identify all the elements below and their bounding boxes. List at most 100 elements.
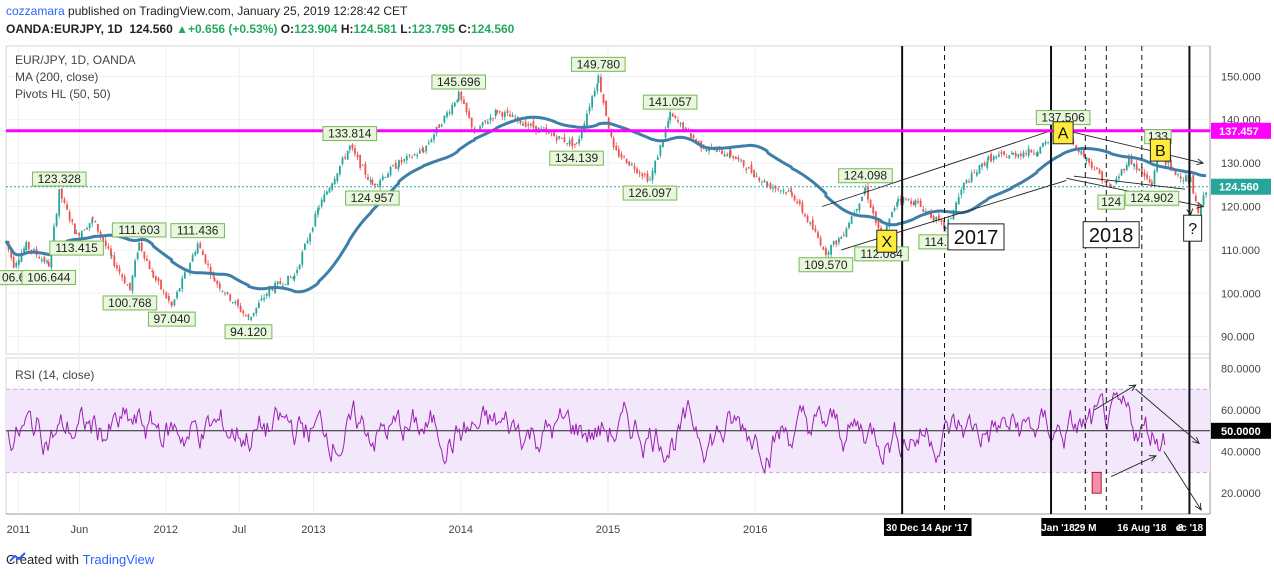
candle-body bbox=[1096, 167, 1098, 170]
close-label: C: bbox=[458, 22, 471, 36]
candle-body bbox=[234, 301, 237, 304]
candle-body bbox=[1182, 180, 1185, 182]
trend-arrow[interactable] bbox=[1093, 384, 1136, 411]
candle-body bbox=[772, 187, 774, 189]
candle-body bbox=[625, 159, 628, 164]
price-tick-label: 100.000 bbox=[1221, 288, 1261, 300]
candle-body bbox=[824, 248, 827, 255]
candle-body bbox=[75, 232, 78, 234]
candle-body bbox=[869, 199, 872, 208]
candle-body bbox=[247, 319, 250, 320]
candle-body bbox=[896, 201, 899, 207]
candle-body bbox=[339, 165, 341, 175]
candle-body bbox=[1127, 156, 1130, 166]
annotation-box[interactable] bbox=[1082, 221, 1140, 249]
trend-arrow[interactable] bbox=[1066, 130, 1204, 164]
candle-body bbox=[250, 316, 252, 320]
candle-body bbox=[492, 117, 494, 119]
candle-body bbox=[1150, 181, 1153, 186]
candle-body bbox=[113, 255, 116, 266]
candle-body bbox=[763, 180, 766, 182]
candle-body bbox=[371, 179, 374, 186]
rsi-tick-label: 60.0000 bbox=[1221, 405, 1261, 417]
candle-body bbox=[1030, 149, 1033, 153]
candle-body bbox=[643, 173, 646, 176]
candle-body bbox=[769, 183, 772, 189]
candle-body bbox=[196, 243, 199, 254]
candle-body bbox=[1098, 169, 1101, 174]
candle-body bbox=[943, 219, 945, 229]
ohlc-line: OANDA:EURJPY, 1D 124.560 ▲+0.656 (+0.53%… bbox=[6, 22, 514, 36]
candle-body bbox=[463, 99, 465, 104]
high-label: H: bbox=[340, 22, 354, 36]
candle-body bbox=[932, 215, 935, 222]
candle-body bbox=[636, 168, 638, 173]
candle-body bbox=[723, 154, 726, 157]
price-tick-label: 150.000 bbox=[1221, 71, 1261, 83]
trend-line[interactable] bbox=[1073, 175, 1186, 190]
candle-body bbox=[418, 150, 421, 154]
candle-body bbox=[97, 223, 99, 232]
candle-body bbox=[968, 181, 970, 183]
candle-body bbox=[176, 292, 178, 298]
candle-body bbox=[443, 115, 446, 123]
candle-body bbox=[524, 121, 527, 127]
annotation-box[interactable] bbox=[1052, 121, 1074, 145]
candle-body bbox=[83, 229, 86, 231]
candle-body bbox=[1003, 151, 1005, 155]
candle-body bbox=[376, 184, 379, 186]
candle-body bbox=[888, 218, 891, 227]
candle-body bbox=[356, 154, 359, 158]
candle-body bbox=[651, 170, 654, 180]
annotation-box[interactable] bbox=[876, 229, 898, 253]
annotation-label: A bbox=[1058, 125, 1069, 142]
candle-body bbox=[809, 222, 812, 224]
annotation-label: ? bbox=[1188, 221, 1197, 238]
trend-arrow[interactable] bbox=[1163, 451, 1202, 511]
candle-body bbox=[301, 252, 304, 265]
candle-body bbox=[777, 188, 780, 190]
candle-body bbox=[468, 111, 471, 118]
candle-body bbox=[790, 188, 793, 193]
candle-body bbox=[713, 149, 716, 151]
candle-body bbox=[1192, 174, 1195, 194]
candle-body bbox=[1039, 146, 1042, 154]
candle-body bbox=[553, 132, 555, 137]
candle-body bbox=[328, 187, 331, 193]
trend-arrow[interactable] bbox=[1188, 202, 1192, 216]
candle-body bbox=[38, 256, 41, 259]
pivot-label: 124.957 bbox=[351, 191, 395, 205]
candle-body bbox=[907, 199, 910, 201]
candle-body bbox=[732, 155, 735, 159]
candle-body bbox=[755, 175, 758, 177]
tradingview-brand-link[interactable]: TradingView bbox=[82, 552, 155, 567]
rsi-marker-box[interactable] bbox=[1091, 471, 1102, 494]
trend-arrow[interactable] bbox=[1135, 388, 1200, 444]
candle-body bbox=[692, 135, 695, 139]
candle-body bbox=[66, 204, 68, 210]
pivot-label: 100.768 bbox=[108, 296, 152, 310]
candle-body bbox=[937, 215, 940, 220]
open-value: 123.904 bbox=[294, 22, 338, 36]
candle-body bbox=[1120, 169, 1123, 176]
publisher-name[interactable]: cozzamara bbox=[6, 4, 65, 18]
candle-body bbox=[855, 208, 858, 211]
candle-body bbox=[157, 278, 160, 282]
annotation-box[interactable] bbox=[1183, 214, 1203, 242]
annotation-box[interactable] bbox=[947, 223, 1005, 251]
candle-body bbox=[326, 191, 328, 195]
candle-body bbox=[199, 243, 202, 249]
candle-body bbox=[1138, 168, 1141, 171]
annotation-box[interactable] bbox=[1149, 138, 1171, 162]
candle-body bbox=[864, 188, 867, 191]
channel-upper-line[interactable] bbox=[822, 127, 1059, 207]
candle-body bbox=[1106, 179, 1109, 183]
candle-body bbox=[292, 276, 295, 279]
candle-body bbox=[320, 199, 323, 207]
candle-body bbox=[367, 176, 369, 180]
pivot-label-box bbox=[838, 168, 893, 184]
rsi-midline-badge bbox=[1211, 422, 1271, 439]
candle-body bbox=[902, 197, 905, 203]
trend-arrow[interactable] bbox=[1110, 455, 1157, 477]
